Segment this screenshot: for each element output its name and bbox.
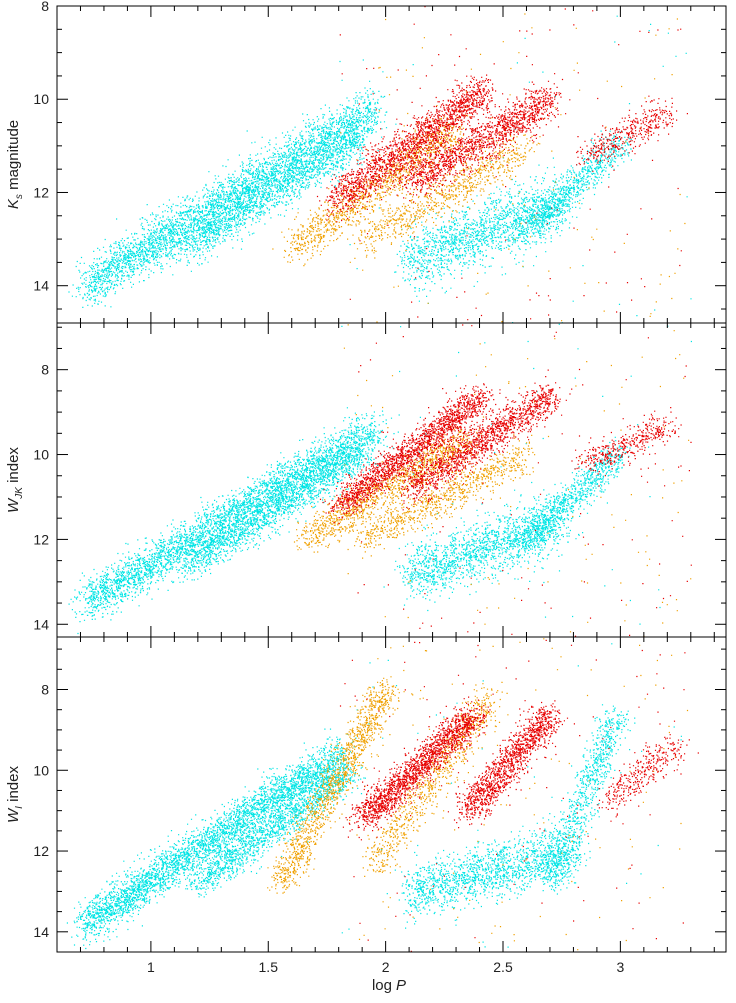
y-tick-label: 12: [33, 531, 49, 547]
x-tick-labels: 1 1.5 2 2.5 3: [147, 959, 624, 975]
y-tick-label: 10: [33, 91, 49, 107]
y-tick-label: 8: [41, 682, 49, 698]
series-orange-middle: [293, 324, 692, 637]
frame-bottom: [56, 636, 727, 953]
x-tick-label: 2: [382, 959, 390, 975]
series-cyan-middle: [68, 323, 692, 635]
points-top: [68, 6, 692, 323]
y-tick-label: 12: [33, 184, 49, 200]
x-axis-label-main: log: [372, 977, 392, 994]
y-tick-label: 14: [33, 278, 49, 294]
series-red-bottom: [339, 639, 699, 952]
x-axis-label-var: P: [396, 977, 406, 994]
points-bottom: [66, 638, 699, 952]
y-tick-label: 14: [33, 924, 49, 940]
x-tick-label: 1.5: [259, 959, 279, 975]
y-tick-label: 10: [33, 447, 49, 463]
x-tick-label: 1: [147, 959, 155, 975]
panel-bottom: 8 10 12 14 WI index: [5, 636, 727, 953]
y-axis-label-bottom: WI index: [5, 766, 25, 823]
points-middle: [68, 323, 692, 637]
series-cyan-bottom: [66, 643, 683, 950]
y-tick-label: 8: [41, 362, 49, 378]
series-red-top: [316, 6, 688, 321]
series-orange-top: [272, 13, 686, 323]
x-tick-label: 2.5: [493, 959, 513, 975]
y-tick-label: 10: [33, 762, 49, 778]
panel-middle: 8 10 12 14 WJK index: [5, 322, 727, 638]
series-red-middle: [319, 324, 692, 637]
panel-top: 8 10 12 14 Ks magnitude: [5, 0, 727, 324]
x-axis-label: log P: [372, 977, 406, 994]
series-orange-bottom: [267, 638, 689, 951]
x-tick-label: 3: [616, 959, 624, 975]
y-axis-label-middle: WJK index: [5, 447, 25, 513]
y-tick-label: 12: [33, 843, 49, 859]
y-axis-label-top: Ks magnitude: [5, 120, 25, 209]
y-tick-label: 8: [41, 0, 49, 14]
y-tick-label: 14: [33, 616, 49, 632]
series-cyan-top: [68, 15, 692, 323]
